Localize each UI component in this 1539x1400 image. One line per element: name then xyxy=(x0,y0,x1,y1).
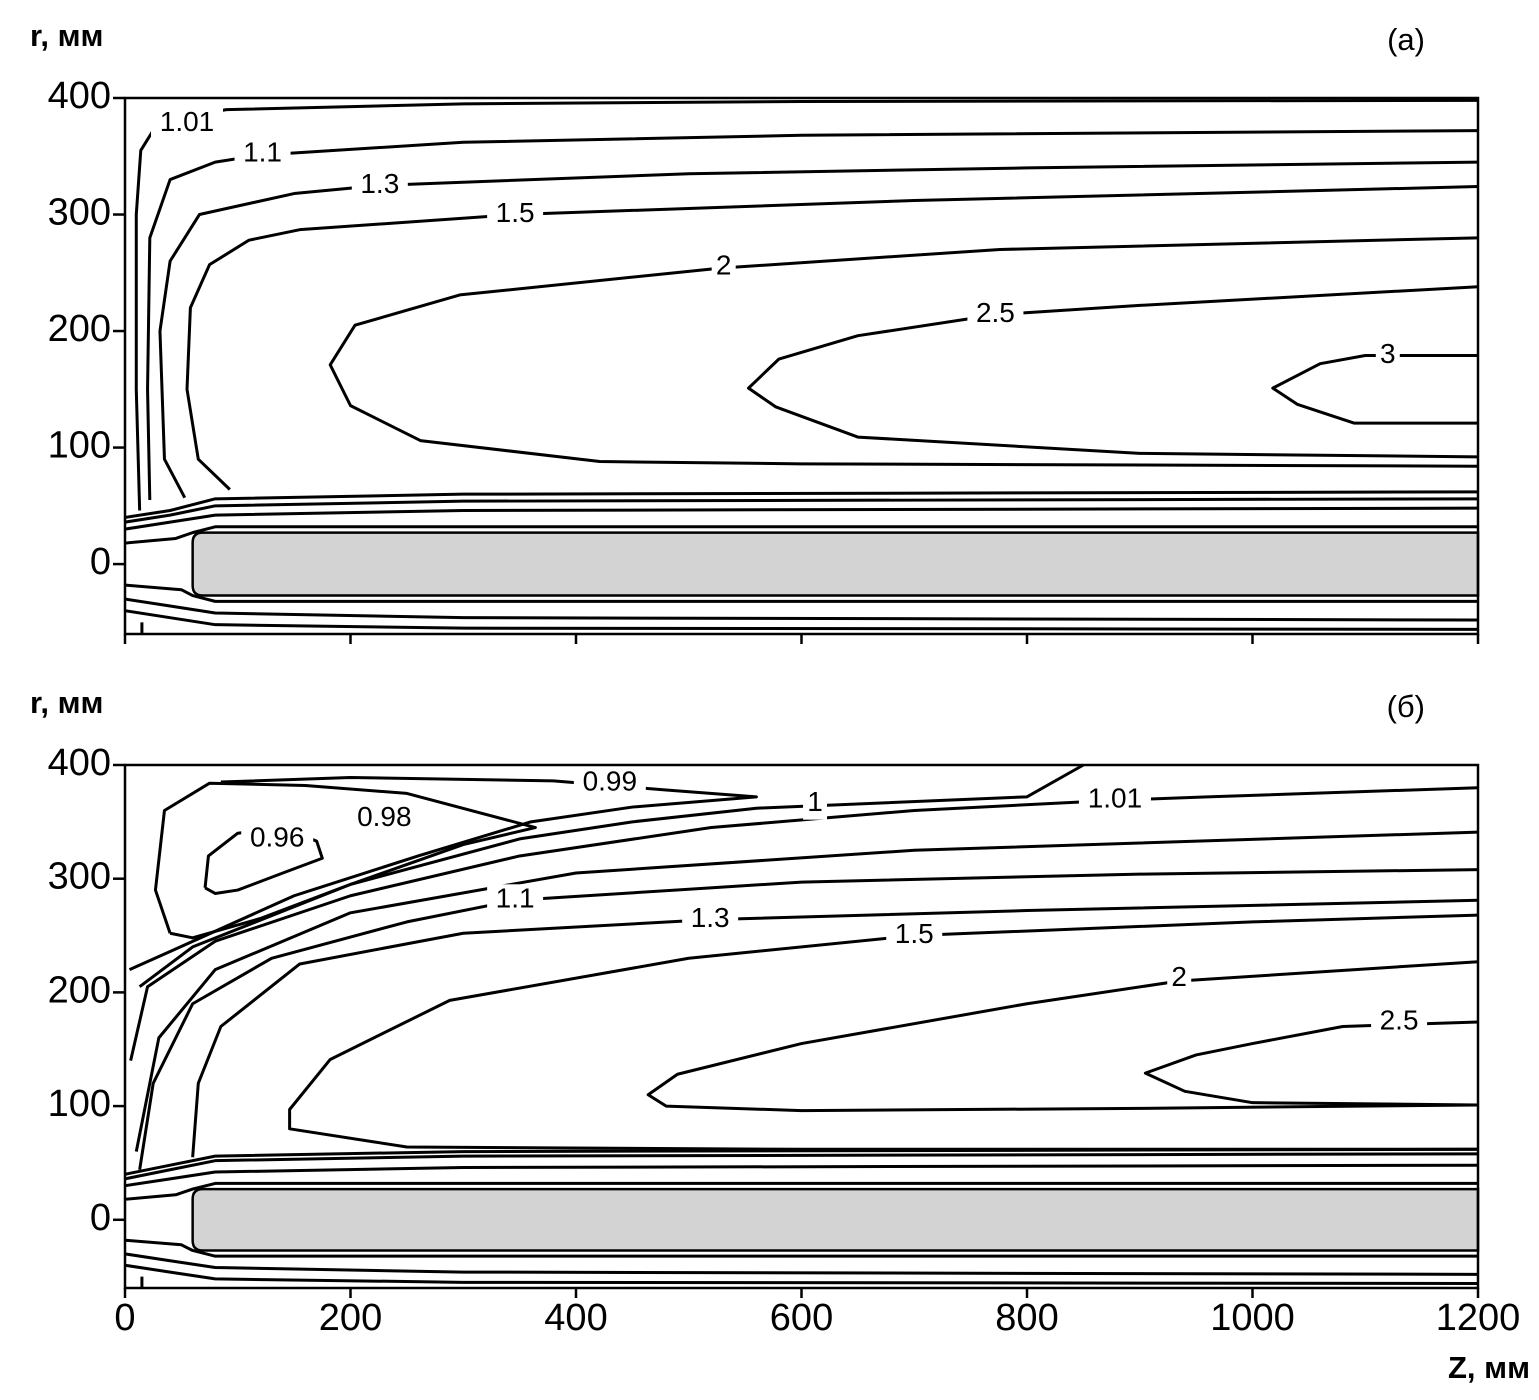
contour-label-bg xyxy=(487,198,544,231)
contour-label-bg xyxy=(711,250,736,283)
contour-label: 1.1 xyxy=(243,136,282,167)
rod xyxy=(191,531,1480,597)
y-tick-label: 100 xyxy=(48,1083,111,1125)
contour-label: 2.5 xyxy=(1380,1004,1419,1035)
contour-line xyxy=(138,868,1479,1170)
contour-line xyxy=(134,830,1479,1152)
contour-line xyxy=(124,597,1479,622)
y-axis-title: r, мм xyxy=(30,18,103,53)
contour-line xyxy=(124,583,1478,603)
contour-label: 2.5 xyxy=(976,297,1015,328)
contour-line xyxy=(124,1181,1478,1201)
contour-label: 0.99 xyxy=(583,766,638,797)
contour-label: 1.01 xyxy=(160,106,215,137)
contour-label-bg xyxy=(487,884,544,917)
x-tick-label: 800 xyxy=(995,1297,1058,1339)
y-tick-label: 300 xyxy=(48,192,111,234)
contour-line xyxy=(1143,1020,1479,1107)
contour-label-bg xyxy=(1375,339,1400,372)
contour-line xyxy=(124,609,1479,631)
x-tick-label: 0 xyxy=(114,1297,135,1339)
contour-label: 0.98 xyxy=(357,801,412,832)
contour-label-bg xyxy=(803,787,828,820)
x-tick-label: 200 xyxy=(319,1297,382,1339)
contour-line xyxy=(128,776,758,972)
contour-line xyxy=(124,506,1479,531)
contour-label-bg xyxy=(1078,784,1151,817)
contour-label-bg xyxy=(151,107,224,140)
contour-label-bg xyxy=(573,767,646,800)
y-tick-label: 200 xyxy=(48,969,111,1011)
contour-line xyxy=(138,763,1085,988)
contour-label: 1 xyxy=(807,786,823,817)
contour-line xyxy=(124,1152,1479,1181)
contour-line xyxy=(158,160,1479,499)
x-tick-label: 1200 xyxy=(1436,1297,1521,1339)
contour-label: 1.3 xyxy=(360,168,399,199)
y-axis-title: r, мм xyxy=(30,685,103,720)
contour-label-bg xyxy=(234,137,291,170)
contour-line xyxy=(124,1263,1479,1285)
contour-line xyxy=(124,497,1479,524)
contour-line xyxy=(646,960,1479,1113)
contour-line xyxy=(185,185,1479,491)
contour-label: 1.5 xyxy=(895,918,934,949)
contour-label-bg xyxy=(682,903,739,936)
panel-label: (a) xyxy=(1387,22,1425,57)
panel: 0.96 0.98 0.99 1 1.01 1.1 1.3 1.5 2 2.5 0 100 200 300… xyxy=(30,685,1530,1385)
y-tick-label: 400 xyxy=(48,75,111,117)
x-axis-title: Z, мм xyxy=(1448,1350,1530,1385)
contour-label-bg xyxy=(1371,1005,1428,1038)
contour-line xyxy=(191,898,1479,1158)
contour-line xyxy=(146,129,1479,501)
contour-line xyxy=(328,236,1479,468)
y-tick-label: 0 xyxy=(90,541,111,583)
panel: 1.01 1.1 1.3 1.5 2 2.5 3 0 100 200 300 400 r, мм (a) xyxy=(30,18,1480,644)
contour-label-bg xyxy=(241,822,314,855)
contour-label: 2 xyxy=(716,249,732,280)
contour-line xyxy=(203,826,324,895)
contour-label: 3 xyxy=(1380,338,1396,369)
contour-line xyxy=(1271,354,1478,425)
contour-line xyxy=(129,786,1479,1061)
y-tick-label: 300 xyxy=(48,856,111,898)
y-tick-label: 200 xyxy=(48,308,111,350)
contour-label-bg xyxy=(967,298,1024,331)
x-tick-label: 400 xyxy=(544,1297,607,1339)
contour-label-bg xyxy=(351,169,408,202)
contour-label: 1.5 xyxy=(496,197,535,228)
contour-label-bg xyxy=(1167,962,1192,995)
contour-line xyxy=(124,1252,1479,1276)
contour-line xyxy=(153,781,537,940)
contour-line xyxy=(124,1147,1479,1176)
y-tick-label: 0 xyxy=(90,1197,111,1239)
contour-label-bg xyxy=(886,919,943,952)
contour-label: 2 xyxy=(1171,961,1187,992)
contour-line xyxy=(124,1238,1478,1258)
contour-label: 0.96 xyxy=(250,821,305,852)
contour-label: 1.3 xyxy=(691,902,730,933)
y-tick-label: 400 xyxy=(48,742,111,784)
contour-line xyxy=(124,490,1479,519)
contour-label: 1.01 xyxy=(1088,783,1143,814)
contour-label: 1.1 xyxy=(496,883,535,914)
contour-line xyxy=(134,98,1479,511)
contour-line xyxy=(288,913,1479,1151)
y-tick-label: 100 xyxy=(48,425,111,467)
x-tick-label: 1000 xyxy=(1210,1297,1295,1339)
rod xyxy=(191,1187,1480,1252)
contour-line xyxy=(124,525,1478,545)
contour-line xyxy=(747,285,1479,459)
panel-label: (б) xyxy=(1387,689,1425,724)
x-tick-label: 600 xyxy=(770,1297,833,1339)
contour-line xyxy=(124,1163,1479,1188)
contour-label-bg xyxy=(348,802,421,835)
